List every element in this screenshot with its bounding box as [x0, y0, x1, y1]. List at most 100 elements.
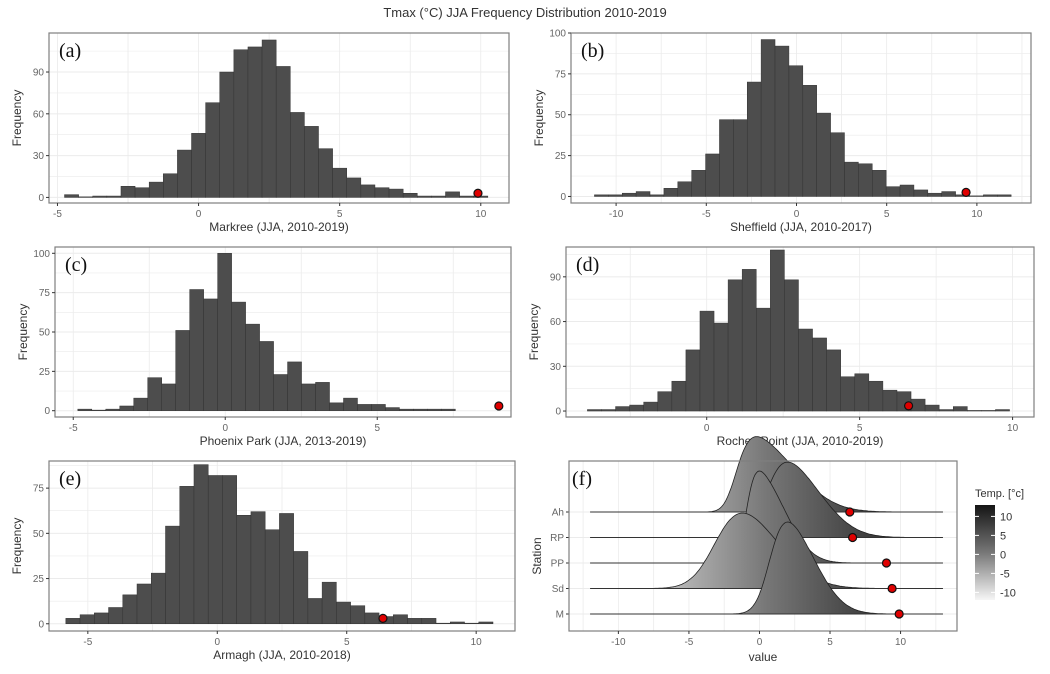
y-tick-label: 50 — [555, 110, 567, 121]
legend-colorbar — [975, 505, 995, 600]
histogram-bar — [205, 102, 220, 198]
histogram-bar — [105, 408, 121, 411]
histogram-bar — [840, 376, 856, 412]
max-value-marker — [845, 507, 855, 517]
panel-label: (e) — [59, 468, 81, 490]
max-value-marker — [494, 401, 504, 411]
x-tick-label: 0 — [704, 423, 710, 434]
histogram-bar — [318, 148, 333, 198]
x-axis-label: Roches Point (JJA, 2010-2019) — [717, 434, 884, 448]
histogram-bar — [65, 618, 81, 625]
histogram-bar — [587, 409, 602, 412]
histogram-bar — [273, 374, 288, 411]
x-axis-label: Sheffield (JJA, 2010-2017) — [730, 220, 872, 234]
histogram-bar — [649, 194, 665, 197]
y-axis-label: Frequency — [10, 90, 24, 147]
histogram-bar — [346, 177, 362, 198]
histogram-bar — [350, 605, 366, 625]
histogram-bar — [594, 194, 609, 197]
panel-label: (d) — [576, 254, 599, 276]
histogram-bar — [336, 601, 351, 625]
figure-title: Tmax (°C) JJA Frequency Distribution 201… — [383, 5, 667, 20]
histogram-bar — [938, 409, 954, 412]
histogram-bar — [287, 361, 302, 411]
histogram-bar — [788, 65, 804, 197]
max-value-marker — [473, 188, 483, 198]
histogram-bar — [290, 112, 305, 198]
histogram-bar — [151, 572, 166, 625]
panel-d: 0 30 60 90 0 5 10 Roches Point (JJA, 2010-2019)… — [527, 246, 1035, 448]
histogram-bar — [360, 184, 376, 198]
y-axis-label: Frequency — [16, 304, 30, 361]
histogram-bar — [264, 529, 280, 625]
y-tick-label: 90 — [550, 272, 562, 283]
histogram-bar — [147, 377, 162, 411]
histogram-bar — [868, 380, 884, 412]
y-tick-label: 60 — [33, 109, 45, 120]
x-tick-label: 5 — [884, 209, 890, 220]
histogram-bar — [872, 170, 887, 197]
histogram-bar — [133, 397, 148, 411]
x-tick-label: 10 — [895, 637, 907, 648]
y-tick-label: 100 — [33, 249, 50, 260]
histogram-bar — [885, 186, 901, 197]
y-tick-label: 25 — [555, 151, 567, 162]
x-tick-label: 0 — [214, 637, 220, 648]
histogram-bar — [134, 187, 150, 198]
histogram-bar — [741, 269, 757, 412]
y-tick-label: 75 — [39, 288, 51, 299]
x-axis-label: Armagh (JJA, 2010-2018) — [213, 648, 350, 662]
histogram-bar — [77, 408, 93, 411]
histogram-bar — [830, 132, 845, 197]
legend-tick-label: -5 — [1000, 568, 1010, 580]
panel-b: 0 25 50 75 100 -10 -5 0 5 10 Sheffield (JJA, 2010-… — [532, 29, 1032, 234]
histogram-bar — [307, 598, 323, 625]
histogram-bar — [635, 191, 651, 197]
histogram-bar — [304, 126, 319, 198]
y-axis-label: Frequency — [10, 518, 24, 575]
histogram-bar — [691, 170, 706, 197]
histogram-bar — [247, 46, 263, 198]
histogram-bar — [301, 383, 316, 411]
y-axis-label: Frequency — [527, 304, 541, 361]
histogram-bar — [910, 398, 926, 412]
histogram-bar — [464, 622, 480, 625]
histogram-bar — [259, 341, 274, 411]
histogram-bar — [374, 187, 390, 198]
y-tick-label: 90 — [33, 68, 45, 79]
panel-label: (a) — [59, 40, 81, 62]
panel-a: 0 30 60 90 -5 0 5 10 Markree (JJA, 2010-2019) Fre… — [10, 32, 510, 234]
histogram-bar — [770, 249, 785, 412]
histogram-bar — [64, 194, 79, 198]
histogram-bar — [417, 195, 432, 198]
histogram-bar — [608, 194, 623, 197]
histogram-bar — [854, 373, 870, 412]
histogram-bar — [163, 173, 178, 198]
legend-title: Temp. [°c] — [975, 488, 1024, 500]
panel-label: (f) — [572, 468, 592, 490]
histogram-bar — [615, 406, 630, 412]
panel-border — [48, 32, 510, 204]
histogram-bar — [122, 594, 138, 625]
histogram-bar — [108, 607, 124, 625]
panel-f: M Sd PP RP Ah -10 -5 0 5 10 value Station (f) — [530, 436, 958, 664]
histogram-bar — [148, 181, 164, 198]
x-tick-label: 0 — [196, 209, 202, 220]
x-tick-label: 5 — [374, 423, 380, 434]
histogram-bar — [91, 409, 107, 411]
histogram-bar — [92, 195, 108, 198]
histogram-bar — [293, 551, 309, 625]
y-tick-label: 30 — [550, 362, 562, 373]
histogram-bar — [189, 289, 204, 411]
histogram-bar — [236, 515, 252, 625]
histogram-bar — [913, 189, 929, 197]
histogram-bar — [177, 149, 192, 198]
histogram-bar — [233, 49, 249, 198]
histogram-bar — [713, 322, 729, 412]
y-tick-label: 25 — [39, 367, 51, 378]
histogram-bar — [193, 464, 209, 625]
y-tick-label: 0 — [555, 407, 561, 418]
y-tick-label: RP — [550, 533, 564, 544]
histogram-bar — [657, 391, 673, 412]
